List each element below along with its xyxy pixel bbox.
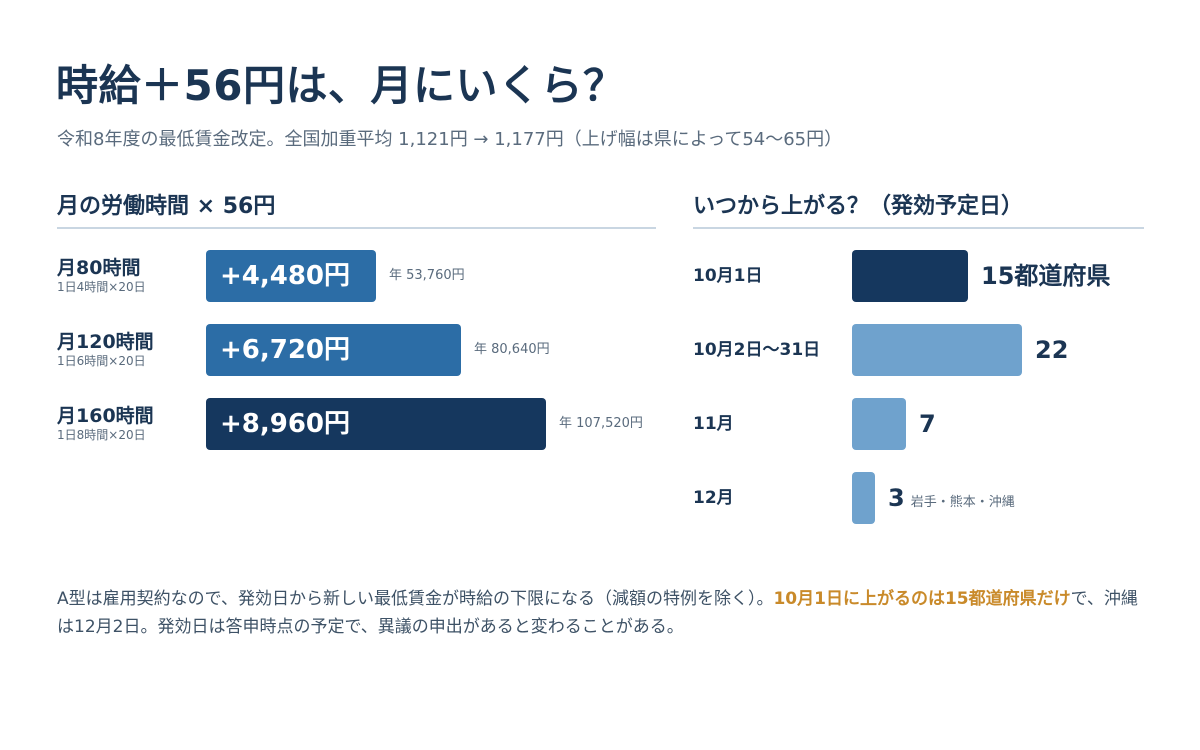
bar-value-label: +4,480円 xyxy=(220,261,351,291)
bar-value-label: +6,720円 xyxy=(220,335,351,365)
count-value: 22 xyxy=(1035,336,1069,364)
bar xyxy=(852,324,1022,376)
date-label: 11月 xyxy=(693,414,734,434)
bar xyxy=(206,324,461,376)
count-label: 22 xyxy=(1035,324,1068,376)
footnote-highlight: 10月1日に上がるのは15都道府県だけ xyxy=(773,589,1071,609)
left-chart-title: 月の労働時間 × 56円 xyxy=(57,194,276,219)
right-section-divider xyxy=(693,227,1144,229)
footnote: A型は雇用契約なので、発効日から新しい最低賃金が時給の下限になる（減額の特例を除… xyxy=(57,585,1147,641)
row-label: 月120時間 1日6時間×20日 xyxy=(57,331,154,369)
count-value: 3 xyxy=(888,484,905,512)
page-subtitle: 令和8年度の最低賃金改定。全国加重平均 1,121円 → 1,177円（上げ幅は… xyxy=(57,129,843,150)
annual-label: 年 53,760円 xyxy=(389,268,465,283)
annual-label: 年 80,640円 xyxy=(474,342,550,357)
row-label-main: 月160時間 xyxy=(57,405,154,427)
prefecture-note: 岩手・熊本・沖縄 xyxy=(910,495,1015,510)
bar xyxy=(852,250,968,302)
bar xyxy=(852,398,906,450)
count-label: 3 岩手・熊本・沖縄 xyxy=(888,472,1015,529)
count-value: 15都道府県 xyxy=(981,262,1111,290)
page-title: 時給＋56円は、月にいくら？ xyxy=(56,61,626,110)
bar xyxy=(206,398,546,450)
row-label-main: 月80時間 xyxy=(57,257,141,279)
row-label-main: 月120時間 xyxy=(57,331,154,353)
footnote-text-2: で、沖縄は12月2日。発効日は答申時点の予定で、異議の申出があると変わることがあ… xyxy=(57,589,1138,637)
row-label: 月160時間 1日8時間×20日 xyxy=(57,405,154,443)
row-label-sub: 1日6時間×20日 xyxy=(57,354,146,368)
date-label: 10月2日〜31日 xyxy=(693,340,821,360)
row-label-sub: 1日4時間×20日 xyxy=(57,280,146,294)
date-label: 10月1日 xyxy=(693,266,763,286)
row-label-sub: 1日8時間×20日 xyxy=(57,428,146,442)
bar-value-label: +8,960円 xyxy=(220,409,351,439)
right-chart-title: いつから上がる？（発効予定日） xyxy=(693,194,1024,219)
count-value: 7 xyxy=(919,410,936,438)
footnote-text-1: A型は雇用契約なので、発効日から新しい最低賃金が時給の下限になる（減額の特例を除… xyxy=(57,589,774,609)
count-label: 7 xyxy=(919,398,936,450)
count-label: 15都道府県 xyxy=(981,250,1110,302)
annual-label: 年 107,520円 xyxy=(559,416,643,431)
row-label: 月80時間 1日4時間×20日 xyxy=(57,257,146,295)
bar xyxy=(852,472,875,524)
left-section-divider xyxy=(57,227,656,229)
date-label: 12月 xyxy=(693,488,734,508)
bar xyxy=(206,250,376,302)
